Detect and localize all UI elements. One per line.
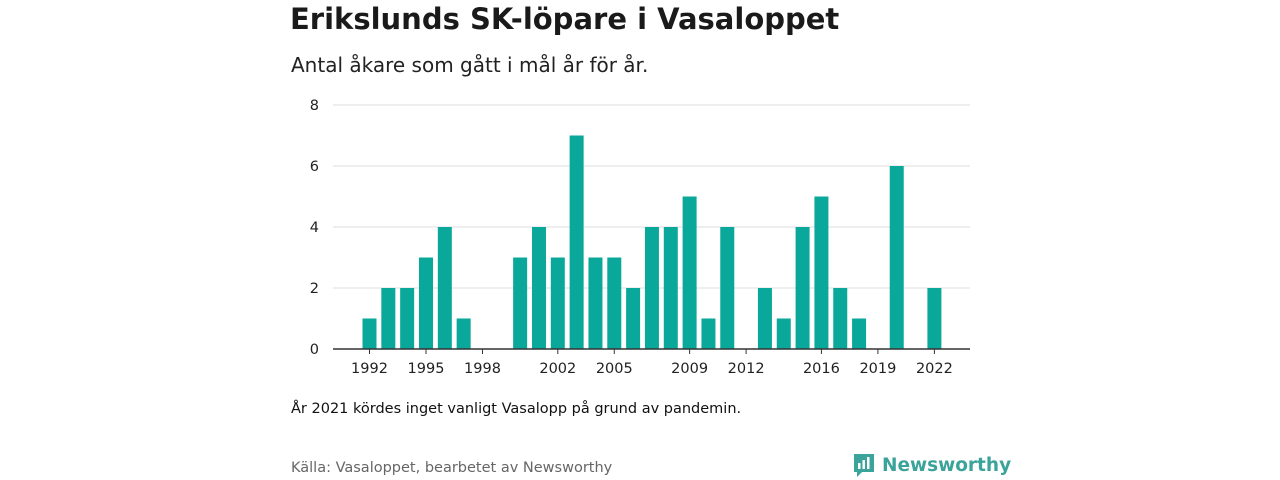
bar-2010 <box>701 318 716 349</box>
bar-2016 <box>814 196 829 349</box>
brand-name: Newsworthy <box>882 454 1012 476</box>
bar-1994 <box>400 288 415 349</box>
bar-2000 <box>513 257 528 349</box>
bar-2017 <box>833 288 848 349</box>
bar-1996 <box>437 227 452 349</box>
bar-2007 <box>644 227 659 349</box>
bar-2015 <box>795 227 810 349</box>
axes: 0 2 4 6 8 1992 1995 1998 2002 2005 2009 2012 2016 201… <box>310 98 970 377</box>
bar-2003 <box>569 135 584 349</box>
x-tick-label: 2012 <box>728 361 765 377</box>
source-text: Källa: Vasaloppet, bearbetet av Newswort… <box>291 460 613 476</box>
x-tick-label: 2022 <box>916 361 953 377</box>
bar-2006 <box>626 288 641 349</box>
bar-2005 <box>607 257 622 349</box>
newsworthy-logo-icon <box>854 454 874 477</box>
x-tick-label: 2019 <box>859 361 896 377</box>
bar-2013 <box>757 288 772 349</box>
brand-logo[interactable]: Newsworthy <box>852 452 1011 478</box>
bar-1995 <box>418 257 433 349</box>
bar-2009 <box>682 196 697 349</box>
bars <box>362 135 942 349</box>
y-tick-label: 2 <box>310 281 319 297</box>
x-tick-label: 1992 <box>351 361 388 377</box>
bar-2004 <box>588 257 603 349</box>
x-tick-label: 2009 <box>671 361 708 377</box>
y-tick-label: 4 <box>310 220 319 236</box>
y-tick-label: 6 <box>310 159 319 175</box>
bar-2014 <box>776 318 791 349</box>
chart-title: Erikslunds SK-löpare i Vasaloppet <box>290 2 840 36</box>
bar-2002 <box>550 257 565 349</box>
chart-subtitle: Antal åkare som gått i mål år för år. <box>291 53 649 77</box>
chart-note: År 2021 kördes inget vanligt Vasalopp på… <box>291 401 742 417</box>
bar-chart: 0 2 4 6 8 1992 1995 1998 2002 2005 2009 2012 2016 201… <box>310 98 970 377</box>
bar-1992 <box>362 318 377 349</box>
x-tick-label: 1995 <box>408 361 445 377</box>
bar-1997 <box>456 318 471 349</box>
bar-2018 <box>852 318 867 349</box>
bar-1993 <box>381 288 396 349</box>
bar-2020 <box>889 166 904 349</box>
x-tick-label: 2005 <box>596 361 633 377</box>
x-tick-label: 2016 <box>803 361 840 377</box>
bar-2022 <box>927 288 942 349</box>
bar-2011 <box>720 227 735 349</box>
y-tick-label: 8 <box>310 98 319 114</box>
x-tick-label: 2002 <box>539 361 576 377</box>
bar-2001 <box>531 227 546 349</box>
bar-2008 <box>663 227 678 349</box>
x-tick-label: 1998 <box>464 361 501 377</box>
y-tick-label: 0 <box>310 342 319 358</box>
